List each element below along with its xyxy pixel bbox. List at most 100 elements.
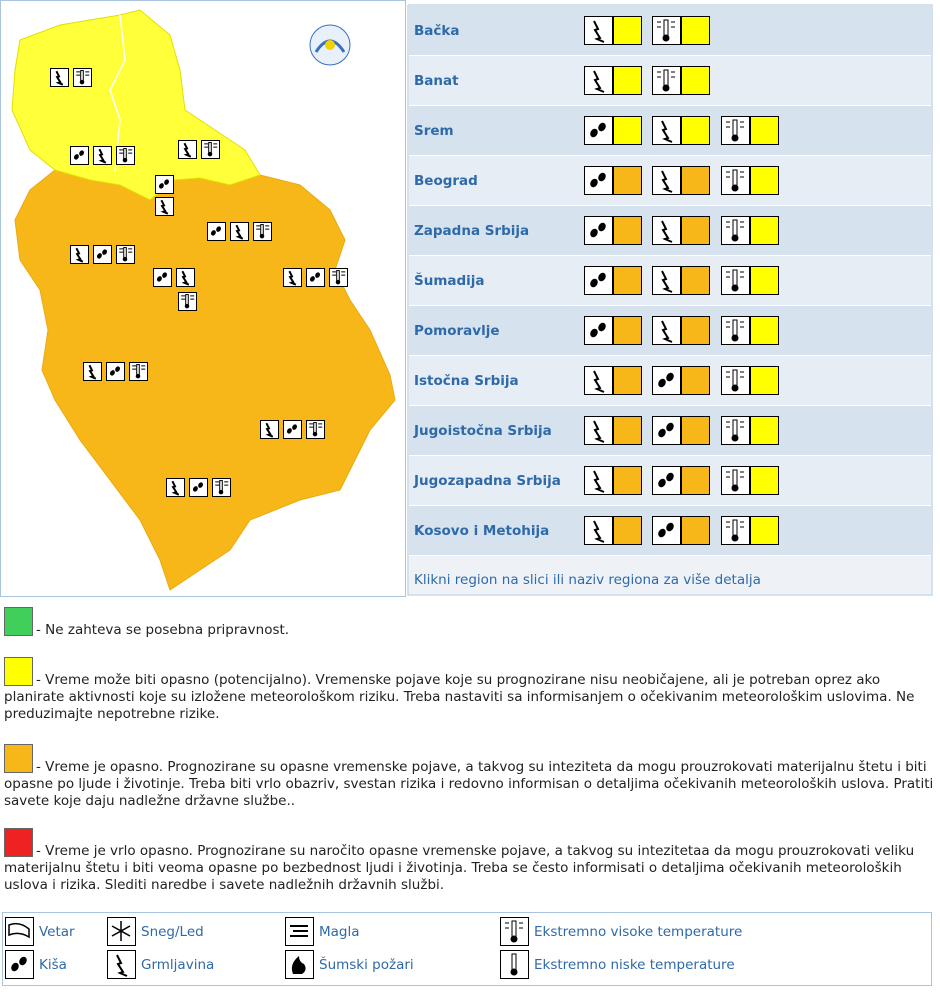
glyph xyxy=(666,372,674,382)
glyph xyxy=(159,183,164,189)
glyph xyxy=(726,221,744,228)
region-name[interactable]: Kosovo i Metohija xyxy=(414,523,549,539)
warning-level xyxy=(681,16,710,45)
icon-box xyxy=(652,516,681,545)
glyph xyxy=(726,471,744,478)
glyph xyxy=(207,151,213,157)
warning-level xyxy=(681,366,710,395)
glyph xyxy=(726,321,744,328)
region-name[interactable]: Šumadija xyxy=(414,271,485,289)
hint-row xyxy=(409,556,931,594)
glyph xyxy=(731,234,739,242)
region-name[interactable]: Srem xyxy=(414,123,454,139)
icon-box xyxy=(93,245,112,264)
icon-storm xyxy=(230,222,249,241)
glyph xyxy=(218,489,224,495)
icon-rain xyxy=(283,420,302,439)
warning-level xyxy=(750,516,779,545)
icon-storm xyxy=(93,146,112,165)
icon-box xyxy=(5,950,34,979)
glyph xyxy=(590,328,598,338)
glyph xyxy=(123,148,127,160)
glyph xyxy=(8,922,30,939)
icon-storm xyxy=(155,197,174,216)
warning-level xyxy=(613,116,642,145)
icon-box xyxy=(106,362,125,381)
icon-box xyxy=(189,478,208,497)
region-name[interactable]: Istočna Srbija xyxy=(414,373,519,389)
warning-level xyxy=(613,416,642,445)
icon-rain xyxy=(106,362,125,381)
icon-box xyxy=(260,420,279,439)
icon-storm xyxy=(178,140,197,159)
glyph xyxy=(732,119,738,137)
icon-box xyxy=(584,266,613,295)
warning-level xyxy=(613,366,642,395)
icon-rain xyxy=(306,268,325,287)
icon-box xyxy=(50,68,69,87)
glyph xyxy=(726,521,744,528)
level-item: - Vreme može biti opasno (potencijalno).… xyxy=(4,657,934,723)
region-name[interactable]: Banat xyxy=(414,73,459,89)
region-name[interactable]: Beograd xyxy=(414,173,478,189)
warning-level xyxy=(750,416,779,445)
icon-rain xyxy=(652,416,681,445)
icon-storm xyxy=(70,245,89,264)
icon-box xyxy=(584,216,613,245)
icon-rain xyxy=(70,146,89,165)
glyph xyxy=(193,486,198,492)
icon-box xyxy=(166,478,185,497)
icon-rain xyxy=(652,516,681,545)
icon-heat xyxy=(329,268,348,287)
glyph xyxy=(590,278,598,288)
glyph xyxy=(731,284,739,292)
level-item: - Vreme je opasno. Prognozirane su opasn… xyxy=(4,744,934,810)
level-swatch xyxy=(4,607,33,636)
glyph xyxy=(732,519,738,537)
level-item: - Vreme je vrlo opasno. Prognozirane su … xyxy=(4,828,934,894)
glyph xyxy=(666,472,674,482)
glyph xyxy=(731,384,739,392)
glyph xyxy=(662,34,670,42)
glyph xyxy=(208,142,212,154)
level-text: - Vreme može biti opasno (potencijalno).… xyxy=(4,672,915,722)
icon-storm xyxy=(166,478,185,497)
glyph xyxy=(593,70,605,93)
glyph xyxy=(593,520,605,543)
glyph xyxy=(160,199,169,215)
icon-box xyxy=(155,197,174,216)
warning-level xyxy=(681,166,710,195)
icon-heat xyxy=(721,216,750,245)
warning-level xyxy=(681,266,710,295)
region-name[interactable]: Pomoravlje xyxy=(414,323,500,339)
glyph xyxy=(731,434,739,442)
glyph xyxy=(309,423,323,428)
glyph xyxy=(731,534,739,542)
icon-storm xyxy=(652,166,681,195)
icon-heat xyxy=(721,516,750,545)
icon-fire xyxy=(285,950,314,979)
icon-heat xyxy=(116,146,135,165)
icon-box xyxy=(652,416,681,445)
icon-storm xyxy=(260,420,279,439)
glyph xyxy=(110,370,115,376)
region-name[interactable]: Jugozapadna Srbija xyxy=(413,473,561,489)
icon-heat xyxy=(721,466,750,495)
icon-box xyxy=(584,416,613,445)
region-name[interactable]: Zapadna Srbija xyxy=(414,223,529,239)
icon-box xyxy=(652,366,681,395)
icon-label: Grmljavina xyxy=(141,957,214,973)
icon-box xyxy=(70,245,89,264)
icon-rain xyxy=(584,266,613,295)
region-name[interactable]: Jugoistočna Srbija xyxy=(413,423,552,439)
glyph xyxy=(732,269,738,287)
icon-box xyxy=(93,146,112,165)
icon-heat xyxy=(129,362,148,381)
glyph xyxy=(75,247,84,263)
icon-box xyxy=(584,316,613,345)
glyph xyxy=(98,148,107,164)
region-name[interactable]: Bačka xyxy=(414,23,460,39)
glyph xyxy=(593,470,605,493)
icon-label: Magla xyxy=(319,924,360,940)
